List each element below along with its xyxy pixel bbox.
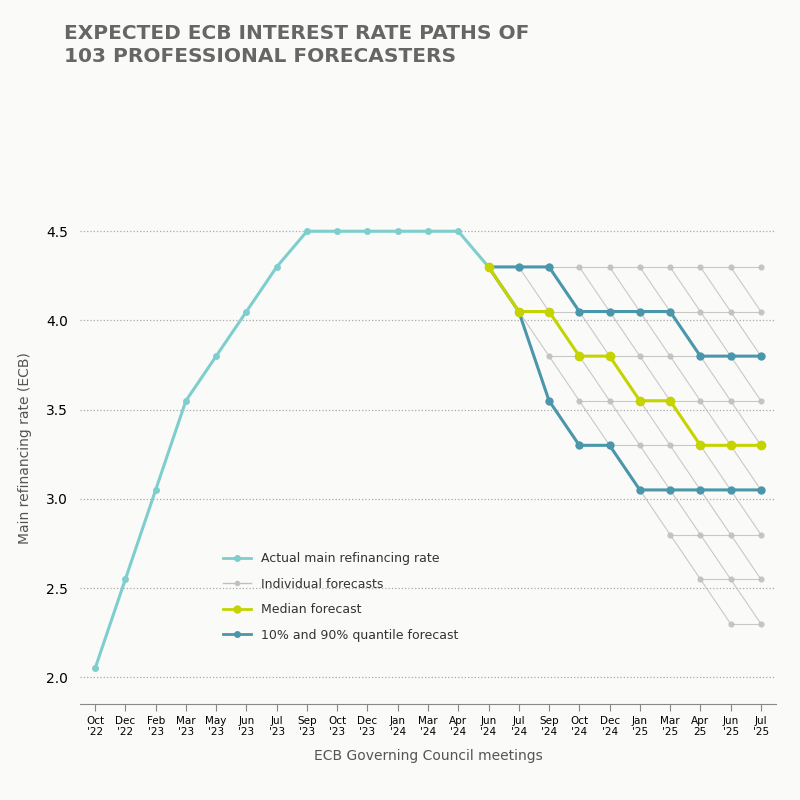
Point bbox=[724, 394, 737, 407]
Point bbox=[754, 483, 767, 496]
Point bbox=[724, 573, 737, 586]
Point bbox=[603, 439, 616, 452]
Point bbox=[694, 305, 706, 318]
Point bbox=[634, 394, 646, 407]
Point bbox=[694, 261, 706, 274]
Point bbox=[603, 350, 616, 362]
Point bbox=[542, 350, 555, 362]
Point bbox=[664, 394, 677, 407]
Point bbox=[694, 350, 706, 362]
Point bbox=[664, 483, 677, 496]
Point bbox=[694, 394, 706, 407]
Y-axis label: Main refinancing rate (ECB): Main refinancing rate (ECB) bbox=[18, 352, 33, 544]
Point bbox=[754, 261, 767, 274]
Point bbox=[634, 305, 646, 318]
Text: EXPECTED ECB INTEREST RATE PATHS OF
103 PROFESSIONAL FORECASTERS: EXPECTED ECB INTEREST RATE PATHS OF 103 … bbox=[64, 24, 530, 66]
Point bbox=[694, 528, 706, 541]
Point bbox=[664, 305, 677, 318]
Point bbox=[482, 261, 495, 274]
Point bbox=[724, 439, 737, 452]
Point bbox=[603, 261, 616, 274]
Point bbox=[573, 305, 586, 318]
Point bbox=[664, 261, 677, 274]
Point bbox=[664, 439, 677, 452]
Point bbox=[724, 618, 737, 630]
Point bbox=[724, 528, 737, 541]
Point bbox=[573, 394, 586, 407]
Point bbox=[754, 573, 767, 586]
Point bbox=[694, 483, 706, 496]
Point bbox=[512, 261, 525, 274]
Point bbox=[573, 350, 586, 362]
Point bbox=[542, 305, 555, 318]
Point bbox=[724, 483, 737, 496]
Point bbox=[573, 261, 586, 274]
Point bbox=[664, 528, 677, 541]
Point bbox=[724, 261, 737, 274]
Point bbox=[634, 261, 646, 274]
Point bbox=[754, 350, 767, 362]
Point bbox=[542, 261, 555, 274]
Point bbox=[634, 350, 646, 362]
Point bbox=[724, 305, 737, 318]
Point bbox=[754, 528, 767, 541]
Point bbox=[754, 618, 767, 630]
Point bbox=[634, 439, 646, 452]
Point bbox=[694, 573, 706, 586]
Point bbox=[754, 394, 767, 407]
Point bbox=[754, 305, 767, 318]
Point bbox=[634, 483, 646, 496]
Point bbox=[754, 439, 767, 452]
Legend: Actual main refinancing rate, Individual forecasts, Median forecast, 10% and 90%: Actual main refinancing rate, Individual… bbox=[218, 547, 463, 646]
Point bbox=[512, 305, 525, 318]
Point bbox=[664, 350, 677, 362]
X-axis label: ECB Governing Council meetings: ECB Governing Council meetings bbox=[314, 749, 542, 762]
Point bbox=[603, 305, 616, 318]
Point bbox=[724, 350, 737, 362]
Point bbox=[694, 439, 706, 452]
Point bbox=[603, 394, 616, 407]
